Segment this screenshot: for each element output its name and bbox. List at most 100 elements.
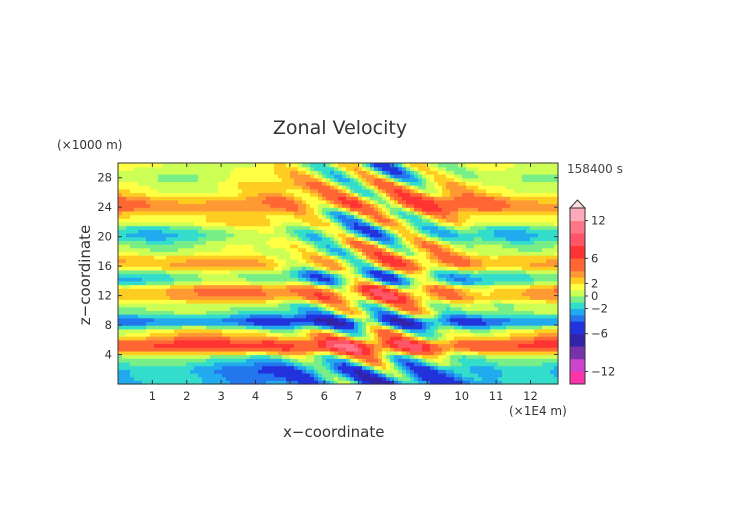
field-cell	[486, 280, 491, 286]
field-cell	[342, 258, 347, 264]
field-cell	[518, 244, 523, 249]
field-cell	[154, 354, 159, 359]
field-cell	[358, 240, 363, 245]
field-cell	[122, 266, 127, 271]
field-cell	[198, 291, 203, 297]
field-cell	[318, 236, 323, 241]
field-cell	[242, 306, 247, 311]
field-cell	[142, 350, 147, 356]
field-cell	[314, 306, 319, 311]
field-cell	[502, 277, 507, 282]
field-cell	[386, 306, 391, 311]
field-cell	[206, 225, 211, 230]
field-cell	[278, 240, 283, 245]
field-cell	[334, 369, 339, 374]
field-cell	[494, 284, 499, 289]
field-cell	[354, 380, 359, 385]
field-cell	[250, 269, 255, 275]
field-cell	[226, 258, 231, 264]
field-cell	[446, 266, 451, 271]
field-cell	[402, 354, 407, 359]
field-cell	[122, 310, 127, 315]
field-cell	[318, 302, 323, 308]
field-cell	[226, 339, 231, 345]
field-cell	[514, 251, 519, 256]
field-cell	[302, 221, 307, 227]
field-cell	[130, 354, 135, 359]
field-cell	[450, 369, 455, 374]
field-cell	[298, 325, 303, 330]
field-cell	[422, 299, 427, 304]
field-cell	[450, 336, 455, 341]
field-cell	[162, 236, 167, 241]
field-cell	[250, 291, 255, 297]
field-cell	[146, 317, 151, 322]
field-cell	[334, 302, 339, 308]
field-cell	[374, 372, 379, 378]
field-cell	[290, 372, 295, 378]
field-cell	[238, 361, 243, 367]
field-cell	[486, 277, 491, 282]
field-cell	[342, 266, 347, 271]
field-cell	[498, 376, 503, 381]
field-cell	[250, 347, 255, 352]
field-cell	[534, 269, 539, 275]
field-cell	[234, 255, 239, 260]
field-cell	[478, 288, 483, 293]
field-cell	[266, 291, 271, 297]
field-cell	[202, 258, 207, 264]
field-cell	[146, 376, 151, 381]
field-cell	[122, 332, 127, 337]
field-cell	[422, 339, 427, 345]
field-cell	[546, 299, 551, 304]
field-cell	[302, 273, 307, 278]
field-cell	[314, 232, 319, 238]
field-cell	[198, 247, 203, 252]
field-cell	[130, 372, 135, 378]
field-cell	[522, 262, 527, 267]
field-cell	[322, 372, 327, 378]
field-cell	[214, 314, 219, 319]
field-cell	[302, 314, 307, 319]
field-cell	[214, 247, 219, 252]
field-cell	[318, 284, 323, 289]
field-cell	[322, 266, 327, 271]
field-cell	[494, 317, 499, 322]
field-cell	[510, 339, 515, 345]
field-cell	[322, 251, 327, 256]
field-cell	[546, 255, 551, 260]
field-cell	[118, 369, 123, 374]
field-cell	[182, 376, 187, 381]
field-cell	[198, 376, 203, 381]
field-cell	[342, 218, 347, 223]
field-cell	[354, 288, 359, 293]
field-cell	[150, 310, 155, 315]
field-cell	[466, 314, 471, 319]
field-cell	[370, 251, 375, 256]
field-cell	[170, 325, 175, 330]
field-cell	[186, 299, 191, 304]
field-cell	[366, 273, 371, 278]
field-cell	[526, 280, 531, 286]
field-cell	[546, 347, 551, 352]
field-cell	[298, 291, 303, 297]
field-cell	[214, 266, 219, 271]
field-cell	[258, 291, 263, 297]
field-cell	[178, 321, 183, 326]
field-cell	[242, 255, 247, 260]
field-cell	[478, 291, 483, 297]
field-cell	[130, 332, 135, 337]
field-cell	[442, 365, 447, 370]
field-cell	[358, 332, 363, 337]
field-cell	[398, 325, 403, 330]
field-cell	[410, 361, 415, 367]
field-cell	[294, 361, 299, 367]
field-cell	[458, 343, 463, 348]
field-cell	[290, 350, 295, 356]
field-cell	[218, 284, 223, 289]
field-cell	[490, 328, 495, 334]
field-cell	[362, 273, 367, 278]
field-cell	[222, 262, 227, 267]
field-cell	[234, 236, 239, 241]
field-cell	[162, 258, 167, 264]
